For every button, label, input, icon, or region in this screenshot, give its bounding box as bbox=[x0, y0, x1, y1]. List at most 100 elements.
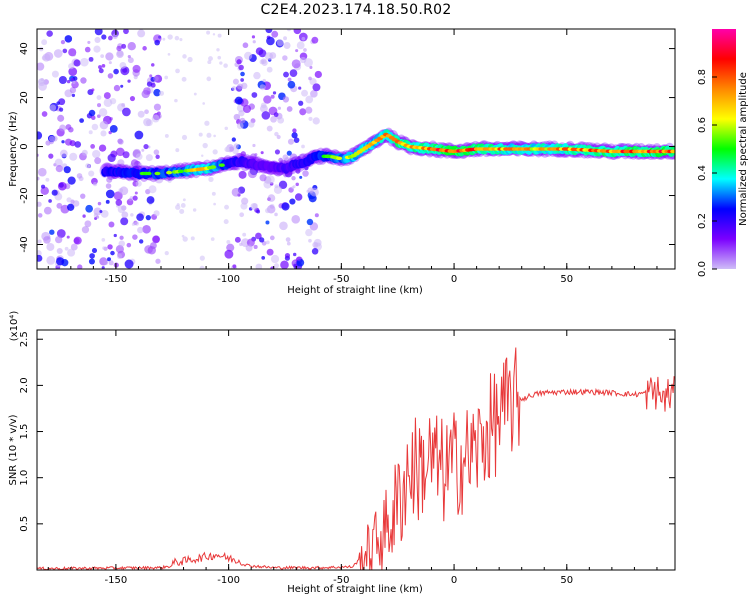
noise-point bbox=[118, 240, 125, 247]
noise-point bbox=[149, 74, 153, 78]
noise-point bbox=[266, 248, 274, 256]
noise-point bbox=[153, 75, 159, 82]
noise-point bbox=[238, 170, 247, 179]
noise-point bbox=[54, 158, 63, 167]
noise-point bbox=[236, 83, 244, 90]
noise-point bbox=[212, 33, 216, 36]
noise-point bbox=[122, 151, 130, 159]
noise-point bbox=[256, 209, 261, 214]
noise-point bbox=[251, 92, 258, 98]
noise-point bbox=[80, 77, 87, 84]
ridge-core bbox=[218, 163, 225, 167]
noise-point bbox=[286, 29, 292, 32]
snr-y-multiplier: (x10⁴) bbox=[9, 311, 20, 342]
noise-point bbox=[273, 263, 280, 269]
noise-point bbox=[182, 236, 188, 242]
noise-point bbox=[199, 255, 205, 261]
noise-point bbox=[41, 111, 48, 117]
noise-point bbox=[153, 210, 160, 217]
noise-point bbox=[88, 130, 93, 135]
noise-point bbox=[99, 209, 103, 214]
noise-point bbox=[108, 221, 115, 228]
noise-point bbox=[285, 237, 291, 242]
noise-point bbox=[80, 193, 86, 199]
noise-point bbox=[295, 49, 299, 53]
noise-point bbox=[287, 138, 294, 145]
noise-point bbox=[233, 143, 239, 149]
noise-point bbox=[107, 73, 114, 79]
noise-point bbox=[48, 135, 55, 142]
noise-point bbox=[291, 215, 301, 224]
noise-point bbox=[271, 30, 279, 38]
noise-point bbox=[117, 205, 126, 214]
noise-point bbox=[56, 202, 63, 209]
noise-point bbox=[66, 197, 72, 203]
noise-point bbox=[310, 90, 318, 98]
noise-point bbox=[51, 189, 58, 196]
noise-point bbox=[265, 240, 270, 245]
noise-point bbox=[299, 108, 307, 116]
x-tick-label: -150 bbox=[105, 274, 128, 285]
noise-point bbox=[109, 124, 118, 133]
x-tick-label: -150 bbox=[105, 575, 128, 586]
noise-point bbox=[41, 184, 46, 189]
noise-point bbox=[65, 124, 72, 131]
noise-point bbox=[231, 137, 236, 142]
noise-point bbox=[128, 197, 133, 202]
noise-point bbox=[164, 133, 169, 138]
noise-point bbox=[289, 69, 298, 77]
noise-point bbox=[283, 157, 291, 164]
noise-point bbox=[134, 221, 139, 226]
noise-point bbox=[181, 76, 187, 82]
noise-point bbox=[108, 260, 114, 266]
colorbar-tick-label: 0.4 bbox=[697, 165, 708, 181]
noise-point bbox=[292, 128, 297, 133]
noise-point bbox=[87, 40, 91, 44]
noise-point bbox=[193, 92, 197, 96]
noise-point bbox=[242, 42, 249, 49]
noise-point bbox=[89, 253, 95, 259]
noise-point bbox=[84, 220, 92, 228]
noise-point bbox=[252, 40, 256, 44]
noise-point bbox=[94, 36, 101, 44]
noise-point bbox=[181, 234, 185, 238]
noise-point bbox=[66, 203, 75, 211]
noise-point bbox=[98, 65, 102, 69]
noise-point bbox=[71, 93, 76, 98]
noise-point bbox=[210, 237, 215, 241]
noise-point bbox=[265, 29, 273, 34]
noise-point bbox=[37, 176, 40, 181]
y-tick-label: -40 bbox=[19, 236, 30, 252]
snr-series bbox=[37, 347, 675, 570]
noise-point bbox=[281, 202, 290, 211]
noise-point bbox=[212, 149, 218, 155]
noise-point bbox=[116, 147, 125, 157]
noise-point bbox=[155, 258, 161, 264]
noise-point bbox=[159, 90, 165, 96]
noise-point bbox=[167, 178, 172, 183]
noise-point bbox=[97, 201, 102, 206]
noise-point bbox=[123, 29, 129, 35]
noise-point bbox=[291, 176, 296, 181]
noise-point bbox=[37, 213, 43, 218]
snr-line bbox=[37, 347, 675, 570]
noise-point bbox=[283, 41, 291, 49]
x-tick-label: 0 bbox=[451, 274, 457, 285]
noise-point bbox=[94, 29, 103, 36]
noise-point bbox=[179, 208, 185, 214]
noise-point bbox=[46, 30, 53, 37]
colorbar-tick-label: 0.0 bbox=[697, 261, 708, 277]
noise-point bbox=[72, 200, 80, 207]
noise-scatter bbox=[37, 29, 322, 269]
x-tick-label: -100 bbox=[217, 575, 240, 586]
noise-point bbox=[70, 78, 75, 82]
noise-point bbox=[266, 125, 273, 132]
noise-point bbox=[98, 144, 107, 152]
noise-point bbox=[119, 235, 124, 240]
noise-point bbox=[81, 226, 90, 234]
noise-point bbox=[71, 52, 76, 57]
noise-point bbox=[43, 206, 52, 215]
colorbar-tick-label: 0.6 bbox=[697, 117, 708, 133]
noise-point bbox=[265, 220, 270, 225]
noise-point bbox=[103, 92, 111, 100]
